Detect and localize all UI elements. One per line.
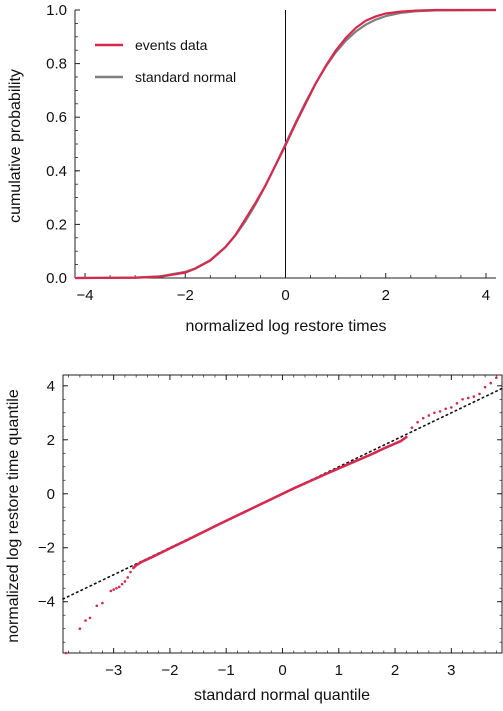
qq-point: [95, 604, 99, 608]
qq-axes: −3 −2 −1 0 1 2 3 −4 −2 0 2 4: [38, 374, 503, 679]
qq-point: [483, 385, 487, 389]
cdf-y-tick-label: 0.0: [46, 270, 67, 287]
cdf-y-axis-title: cumulative probability: [7, 69, 24, 223]
qq-point: [117, 585, 121, 589]
qq-point: [466, 396, 470, 400]
qq-point: [450, 406, 453, 409]
cdf-series-lines: [74, 8, 497, 280]
qq-point: [438, 410, 442, 413]
cdf-x-tick-label: −4: [76, 287, 93, 304]
qq-point: [461, 397, 464, 401]
qq-y-axis-title: normalized log restore time quantile: [5, 389, 22, 643]
qq-point: [109, 589, 113, 593]
qq-plot: −3 −2 −1 0 1 2 3 −4 −2 0 2 4 standard normal quanti…: [5, 374, 503, 704]
cdf-x-tick-label: 0: [281, 287, 289, 304]
qq-point: [112, 588, 115, 591]
qq-x-tick-label: −2: [161, 662, 178, 679]
legend-label-normal: standard normal: [135, 69, 236, 85]
qq-y-tick-label: −4: [38, 594, 55, 611]
qq-point: [78, 627, 82, 631]
qq-point: [489, 381, 493, 385]
qq-x-tick-label: −3: [105, 662, 122, 679]
qq-point: [495, 376, 498, 379]
qq-points: [64, 376, 498, 655]
qq-point: [123, 580, 127, 583]
qq-point: [478, 392, 481, 396]
cdf-y-tick-label: 0.2: [46, 216, 67, 233]
qq-point: [416, 420, 419, 424]
qq-point: [472, 395, 476, 398]
cdf-x-axis-title: normalized log restore times: [186, 318, 387, 335]
cdf-y-tick-label: 0.8: [46, 56, 67, 73]
cdf-y-tick-label: 0.4: [46, 163, 67, 180]
qq-point: [427, 414, 431, 417]
qq-point: [101, 601, 104, 605]
qq-point: [421, 416, 425, 420]
cdf-x-tick-label: −2: [177, 287, 194, 304]
qq-point: [84, 619, 87, 622]
qq-point: [64, 651, 68, 655]
qq-point: [126, 576, 130, 579]
qq-point: [444, 407, 448, 411]
qq-y-tick-label: 0: [47, 486, 55, 503]
qq-x-tick-label: 3: [447, 662, 455, 679]
qq-frame-box: [62, 374, 503, 654]
qq-point: [455, 402, 459, 405]
qq-point: [410, 426, 414, 429]
qq-point: [405, 435, 408, 439]
cdf-chart: −4 −2 0 2 4 0.0 0.2 0.4 0.6 0.8 1.0 events data st…: [7, 2, 497, 335]
legend-label-events: events data: [135, 37, 208, 53]
qq-x-tick-label: −1: [218, 662, 235, 679]
qq-y-tick-label: −2: [38, 540, 55, 557]
qq-x-tick-label: 0: [278, 662, 286, 679]
events-data-line: [74, 8, 496, 280]
qq-y-tick-label: 4: [47, 378, 55, 395]
qq-point: [129, 570, 132, 574]
cdf-legend: events data standard normal: [95, 37, 236, 85]
cdf-y-tick-label: 1.0: [46, 2, 67, 19]
qq-point: [120, 582, 124, 586]
qq-x-tick-label: 2: [391, 662, 399, 679]
qq-point: [115, 586, 118, 590]
qq-x-axis-title: standard normal quantile: [194, 687, 370, 704]
qq-point: [433, 411, 436, 415]
qq-y-tick-label: 2: [47, 432, 55, 449]
cdf-axes: −4 −2 0 2 4 0.0 0.2 0.4 0.6 0.8 1.0: [46, 2, 496, 304]
cdf-x-tick-label: 4: [482, 287, 490, 304]
qq-point: [88, 616, 92, 620]
cdf-y-tick-label: 0.6: [46, 109, 67, 126]
cdf-x-tick-label: 2: [382, 287, 390, 304]
qq-x-tick-label: 1: [335, 662, 343, 679]
